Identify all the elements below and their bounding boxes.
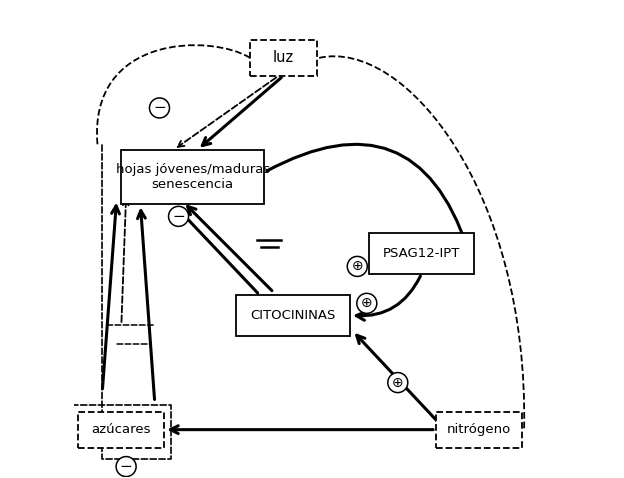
Circle shape [357, 293, 377, 314]
Text: PSAG12-IPT: PSAG12-IPT [383, 247, 461, 260]
Text: ⊕: ⊕ [361, 296, 373, 310]
FancyBboxPatch shape [369, 233, 474, 273]
Circle shape [168, 206, 188, 227]
Text: CITOCININAS: CITOCININAS [250, 309, 336, 322]
FancyBboxPatch shape [436, 412, 522, 447]
Circle shape [116, 456, 136, 477]
Text: azúcares: azúcares [92, 423, 151, 436]
Text: −: − [172, 209, 185, 224]
Text: luz: luz [273, 50, 294, 65]
FancyBboxPatch shape [79, 412, 164, 447]
Circle shape [348, 256, 368, 276]
Circle shape [388, 372, 408, 392]
FancyBboxPatch shape [236, 295, 350, 336]
FancyBboxPatch shape [121, 150, 265, 205]
Text: ⊕: ⊕ [351, 260, 363, 273]
Text: −: − [153, 100, 166, 115]
FancyBboxPatch shape [250, 40, 317, 76]
Text: nitrógeno: nitrógeno [447, 423, 511, 436]
Text: hojas jóvenes/maduras
senescencia: hojas jóvenes/maduras senescencia [115, 163, 270, 191]
Text: ⊕: ⊕ [392, 376, 404, 390]
Text: −: − [120, 459, 132, 474]
Circle shape [150, 98, 170, 118]
